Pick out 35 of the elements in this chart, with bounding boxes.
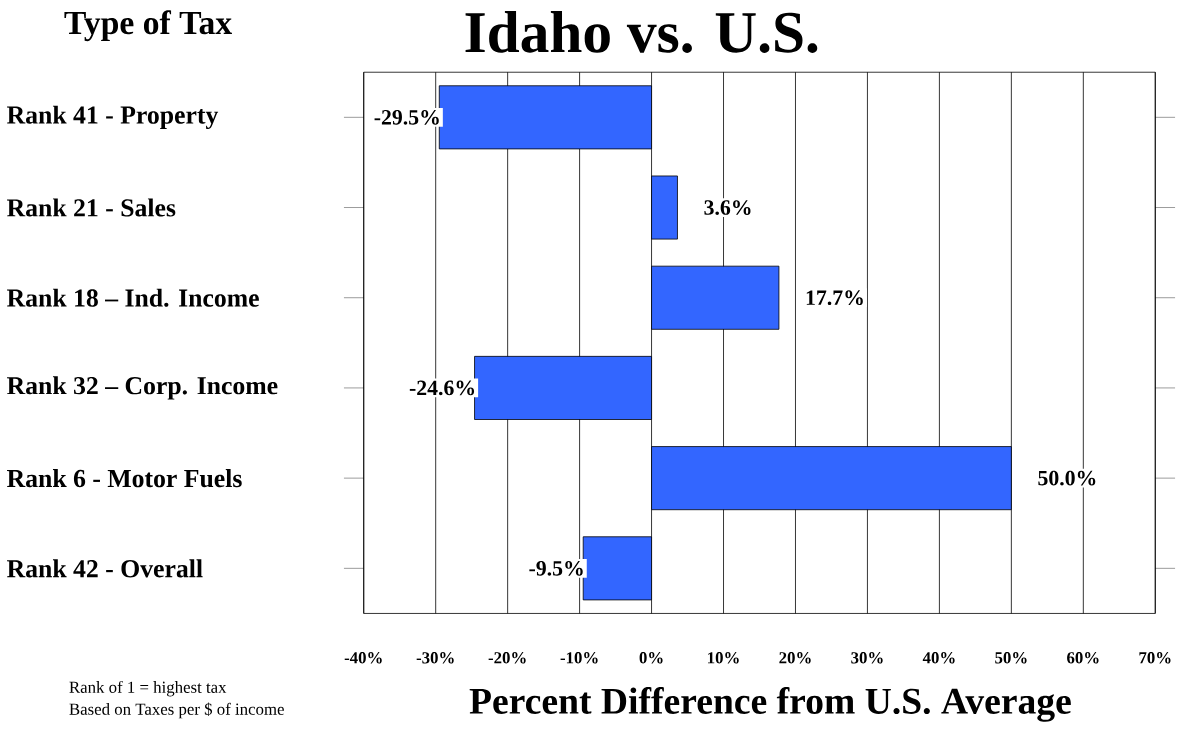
bar [582,536,652,601]
x-axis-title: Percent Difference from U.S. Average [469,687,1071,722]
y-tick-label: Rank 41 - Property [7,105,219,129]
x-tick-label: 40% [922,652,955,664]
chart-title: Idaho vs. U.S. [465,10,818,53]
text: Based on Taxes per $ of income [69,702,284,719]
x-tick-label: 30% [851,652,883,664]
x-tick-label: 0% [639,652,663,664]
bar [651,265,780,330]
y-tick-label: Rank 21 - Sales [7,198,176,217]
x-tick-label: -10% [560,652,598,664]
x-tick-label: 60% [1067,652,1099,664]
text: Rank of 1 = highest tax [69,680,227,697]
y-tick-label: Rank 18 – Ind. Income [7,288,259,307]
data-label: -9.5% [529,560,583,576]
data-label: 3.6% [704,200,751,215]
data-label: -29.5% [374,109,439,125]
bar [474,355,652,420]
x-tick-label: 70% [1139,652,1171,664]
y-tick-label: Rank 6 - Motor Fuels [7,468,242,488]
x-tick-label: -40% [344,652,382,664]
x-tick-label: -20% [488,652,526,664]
y-tick-label: Rank 42 - Overall [7,559,203,578]
bar [651,175,678,240]
data-label: -24.6% [409,380,475,396]
x-tick-label: 20% [779,652,811,664]
data-label: 50.0% [1038,470,1096,486]
y-tick-label: Rank 32 – Corp. Income [7,376,278,400]
bar [438,85,652,150]
x-tick-label: -30% [416,652,454,664]
y-axis-title: Type of Tax [64,10,232,42]
data-label: 17.7% [806,290,863,306]
x-tick-label: 10% [708,652,739,664]
x-tick-label: 50% [995,652,1027,664]
bar [651,446,1012,511]
